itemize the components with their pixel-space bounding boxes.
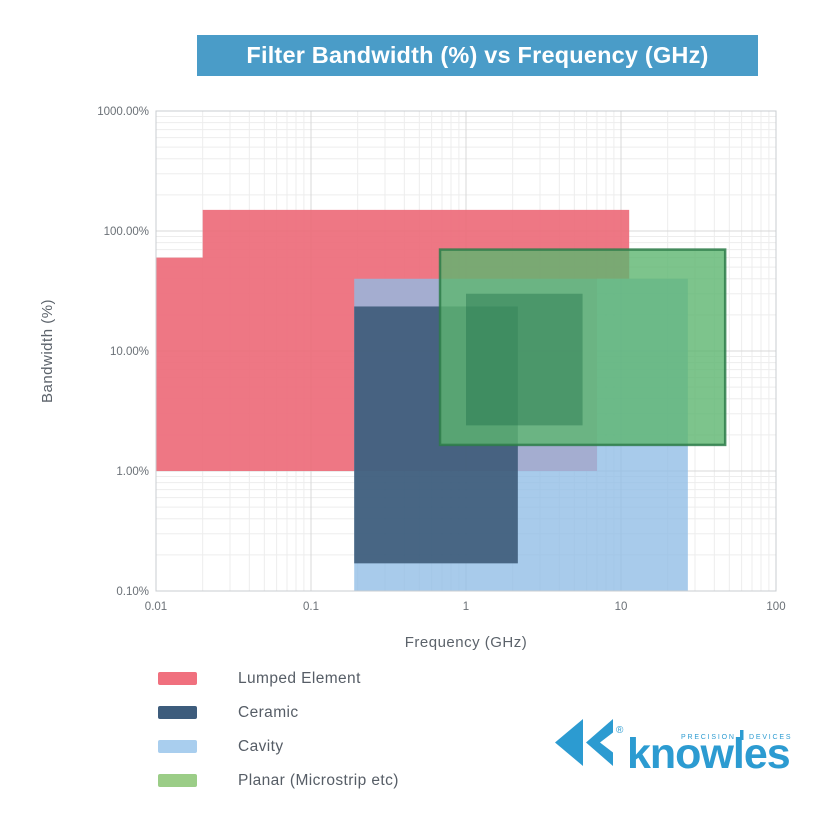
y-tick-label: 10.00%: [110, 346, 149, 358]
legend-item-ceramic: Ceramic: [158, 703, 399, 721]
y-tick-labels: 1000.00% 100.00% 10.00% 1.00% 0.10%: [97, 106, 149, 598]
legend-item-planar: Planar (Microstrip etc): [158, 771, 399, 789]
knowles-logo: ® knowles PRECISION DEVICES: [555, 719, 792, 778]
bandwidth-vs-frequency-chart: 0.01 0.1 1 10 100 1000.00% 100.00% 10.00% 1.00% 0…: [39, 106, 786, 651]
y-axis-title: Bandwidth (%): [39, 299, 56, 403]
legend-swatch-planar: [158, 774, 197, 787]
logo-chevron-k-icon: [586, 719, 613, 766]
x-tick-label: 10: [615, 601, 628, 613]
legend-item-cavity: Cavity: [158, 737, 399, 755]
x-tick-labels: 0.01 0.1 1 10 100: [145, 601, 786, 613]
y-tick-label: 100.00%: [104, 226, 149, 238]
legend-label: Cavity: [238, 737, 284, 755]
legend-swatch-ceramic: [158, 706, 197, 719]
y-tick-label: 1000.00%: [97, 106, 149, 118]
x-axis-title: Frequency (GHz): [405, 634, 528, 651]
logo-registered-mark: ®: [616, 725, 624, 736]
chart-title-banner: Filter Bandwidth (%) vs Frequency (GHz): [197, 35, 758, 76]
legend-swatch-cavity: [158, 740, 197, 753]
legend: Lumped Element Ceramic Cavity Planar (Mi…: [158, 669, 399, 789]
x-tick-label: 0.01: [145, 601, 167, 613]
logo-tagline-devices: DEVICES: [749, 734, 792, 741]
legend-label: Lumped Element: [238, 669, 361, 687]
legend-label: Planar (Microstrip etc): [238, 771, 399, 789]
y-tick-label: 1.00%: [116, 466, 149, 478]
series-region-planar-microstrip-etc: [438, 248, 727, 447]
logo-tagline-divider: [740, 730, 744, 740]
x-tick-label: 0.1: [303, 601, 319, 613]
plot-border: [155, 110, 777, 592]
series-planar-microstrip-etc: [438, 248, 727, 447]
chart-title: Filter Bandwidth (%) vs Frequency (GHz): [246, 42, 709, 68]
logo-tagline-precision: PRECISION: [681, 734, 736, 741]
y-tick-label: 0.10%: [116, 586, 149, 598]
x-tick-label: 1: [463, 601, 469, 613]
legend-swatch-lumped-element: [158, 672, 197, 685]
legend-item-lumped-element: Lumped Element: [158, 669, 399, 687]
logo-chevron-icon: [555, 719, 583, 766]
legend-label: Ceramic: [238, 703, 299, 721]
series-region-planar-microstrip-etc: [466, 293, 583, 426]
x-tick-label: 100: [766, 601, 785, 613]
logo-brand-text: knowles: [627, 730, 790, 778]
